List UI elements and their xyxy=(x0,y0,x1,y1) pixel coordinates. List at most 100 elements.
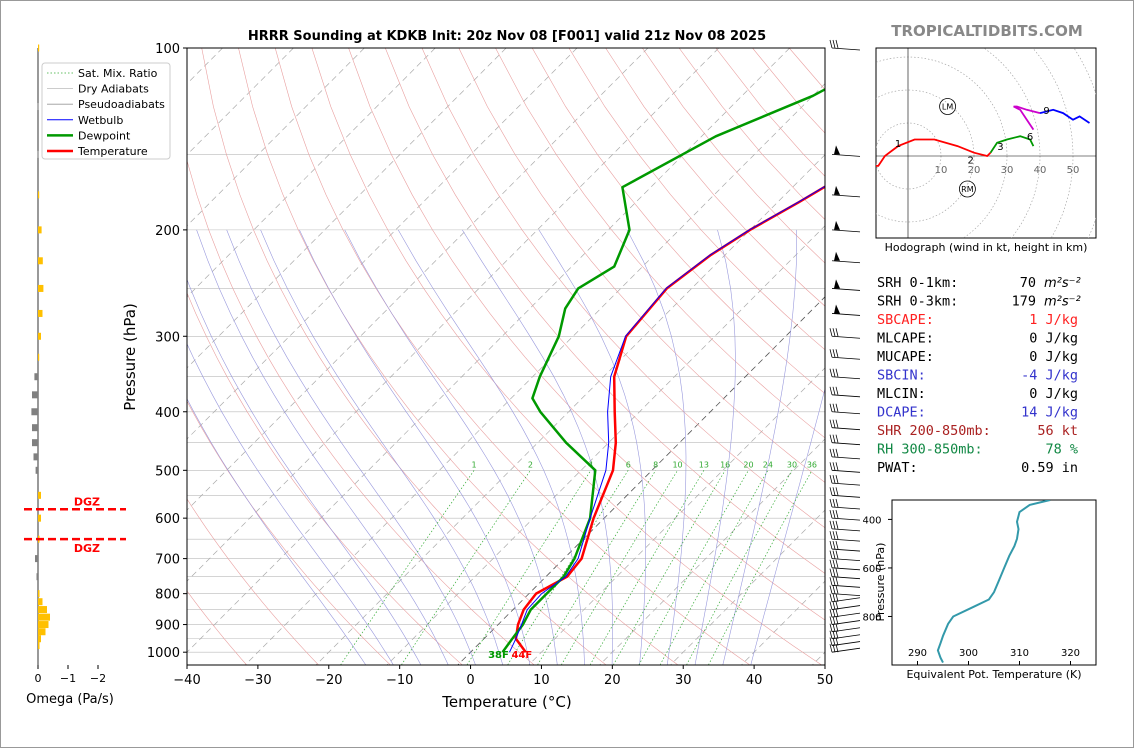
omega-bar xyxy=(38,621,49,629)
hodograph-tick-label: 30 xyxy=(1001,165,1014,176)
mixing-ratio-label: 6 xyxy=(626,460,631,469)
mixing-ratio-line xyxy=(507,470,629,665)
hodograph-height-label: 6 xyxy=(1027,132,1033,143)
wind-barbs xyxy=(829,39,861,653)
moist-adiabat-line xyxy=(626,229,687,665)
mixing-ratio-label: 13 xyxy=(699,460,709,469)
omega-bar xyxy=(35,466,38,474)
wind-barb xyxy=(829,520,861,532)
dry-adiabat-line xyxy=(348,48,825,621)
wind-barb xyxy=(829,368,861,380)
theta-e-frame xyxy=(891,499,1097,666)
moist-adiabat-line xyxy=(722,229,798,665)
omega-bar xyxy=(38,590,40,598)
y-tick-label: 100 xyxy=(155,42,180,57)
index-value: 14 J/kg xyxy=(1021,405,1078,421)
omega-bar xyxy=(38,284,44,292)
index-value: 0 J/kg xyxy=(1029,331,1078,347)
omega-bar xyxy=(38,226,42,234)
mixing-ratio-line xyxy=(659,470,769,665)
moist-adiabat-line xyxy=(187,398,367,665)
omega-bar xyxy=(31,408,38,416)
omega-bar xyxy=(38,613,50,621)
dry-adiabat-line xyxy=(311,48,822,665)
index-unit: m²s⁻² xyxy=(1044,276,1081,291)
index-value: 70 xyxy=(1020,275,1036,291)
index-label: SHR 200-850mb: xyxy=(877,423,991,439)
mixing-ratio-label: 16 xyxy=(720,460,730,469)
isotherm-line xyxy=(244,83,825,665)
hodograph-marker: LM xyxy=(939,98,956,115)
y-tick-label: 600 xyxy=(155,512,180,527)
omega-bar xyxy=(37,150,39,158)
wind-barb xyxy=(829,39,861,51)
index-value: 78 % xyxy=(1045,442,1078,458)
omega-bar xyxy=(37,103,39,111)
legend-box xyxy=(41,62,171,160)
isotherm-line xyxy=(386,225,825,665)
index-label: SBCAPE: xyxy=(877,312,934,328)
dry-adiabat-line xyxy=(458,48,825,483)
mixing-ratio-label: 10 xyxy=(672,460,682,469)
theta-e-xlabel: Equivalent Pot. Temperature (K) xyxy=(906,668,1081,681)
index-row: SHR 200-850mb: 56 kt xyxy=(877,423,1078,439)
omega-bar xyxy=(36,573,38,581)
wind-barb xyxy=(829,630,861,640)
index-label: RH 300-850mb: xyxy=(877,442,983,458)
theta-e-ylabel: Pressure (hPa) xyxy=(874,543,887,622)
dgz-label: DGZ xyxy=(74,542,100,555)
moist-adiabat-line xyxy=(344,229,558,665)
index-row: MLCAPE: 0 J/kg xyxy=(877,331,1078,347)
index-row: SBCIN: -4 J/kg xyxy=(877,368,1078,384)
omega-bar xyxy=(38,491,41,499)
index-label: MLCAPE: xyxy=(877,331,934,347)
mixing-ratio-label: 20 xyxy=(743,460,753,469)
wind-barb xyxy=(831,279,861,291)
moist-adiabat-line xyxy=(260,229,504,665)
omega-bar xyxy=(38,332,41,340)
index-row: DCAPE: 14 J/kg xyxy=(877,405,1078,421)
hodograph-title: Hodograph (wind in kt, height in km) xyxy=(885,241,1088,254)
moist-adiabat-line xyxy=(196,229,449,665)
hodograph-tick-label: 20 xyxy=(968,165,981,176)
index-row: MUCAPE: 0 J/kg xyxy=(877,349,1078,365)
moist-adiabat-line xyxy=(187,278,422,665)
isotherm-line xyxy=(457,296,825,665)
dry-adiabat-line xyxy=(187,498,319,665)
wind-barb xyxy=(829,475,861,486)
omega-bar xyxy=(32,424,38,432)
wind-barb xyxy=(829,386,861,398)
dry-adiabat-line xyxy=(187,292,463,665)
moist-adiabat-line xyxy=(694,229,736,665)
isotherm-line xyxy=(187,48,578,440)
y-tick-label: 700 xyxy=(155,553,180,568)
dry-adiabat-line xyxy=(605,48,825,307)
wind-barb xyxy=(829,349,861,360)
hodograph-tick-label: 50 xyxy=(1067,165,1080,176)
mixing-ratio-line xyxy=(340,470,475,665)
wind-barb xyxy=(829,434,861,446)
omega-bar xyxy=(38,628,46,636)
moist-adiabat-line xyxy=(187,343,394,665)
skewt-ylabel: Pressure (hPa) xyxy=(121,303,139,411)
wind-barb xyxy=(829,585,861,597)
moist-adiabat-line xyxy=(750,387,825,665)
skewt-legend: Sat. Mix. Ratio Dry Adiabats Pseudoadiabat… xyxy=(41,62,171,160)
theta-e-tick-label: 310 xyxy=(1010,648,1029,659)
y-tick-label: 500 xyxy=(155,464,180,479)
dry-adiabat-line xyxy=(274,48,751,665)
dry-adiabat-line xyxy=(385,48,825,574)
mixing-ratio-label: 2 xyxy=(528,460,533,469)
omega-bar xyxy=(38,635,41,643)
index-value: 1 J/kg xyxy=(1029,312,1078,328)
omega-bar xyxy=(38,598,43,606)
omega-xlabel: Omega (Pa/s) xyxy=(26,692,114,707)
index-row: SBCAPE: 1 J/kg xyxy=(877,312,1078,328)
index-label: DCAPE: xyxy=(877,405,926,421)
svg-text:LM: LM xyxy=(942,103,953,112)
dry-adiabat-line xyxy=(187,159,535,665)
moist-adiabat-line xyxy=(397,229,585,665)
mixing-ratio-line xyxy=(466,470,592,665)
skewt-plot: 1 2 4 6 8 10 13 16 20 24 30 36 HRRR Sounding at KDK… xyxy=(41,29,833,711)
wind-barb xyxy=(829,540,861,552)
